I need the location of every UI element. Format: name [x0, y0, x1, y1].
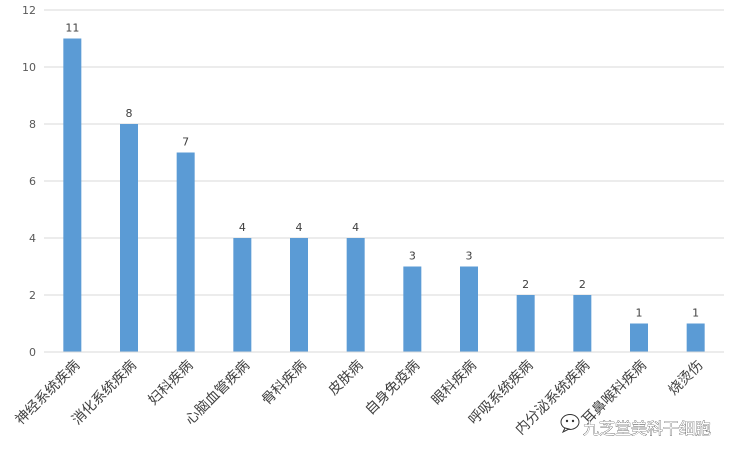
data-label: 8 [126, 107, 133, 120]
data-label: 3 [466, 250, 473, 263]
data-label: 1 [692, 307, 699, 320]
bar [516, 295, 535, 352]
y-tick-label: 12 [22, 4, 36, 17]
bar [63, 38, 82, 352]
bar [290, 238, 308, 352]
watermark-text: 九芝堂美科干细胞 [583, 419, 711, 438]
data-label: 4 [239, 221, 246, 234]
data-label: 7 [182, 136, 189, 149]
data-label: 2 [579, 278, 586, 291]
bar [460, 266, 478, 352]
grid-lines [44, 9, 724, 296]
watermark: 九芝堂美科干细胞 [560, 414, 711, 438]
y-tick-label: 8 [29, 118, 36, 131]
bar [686, 323, 705, 352]
data-label: 11 [65, 22, 79, 35]
x-tick-label: 皮肤病 [325, 358, 366, 399]
data-label: 4 [296, 221, 303, 234]
x-tick-label: 妇科疾病 [145, 357, 197, 409]
y-tick-label: 0 [29, 346, 36, 359]
data-label: 4 [352, 221, 359, 234]
bars [63, 38, 705, 352]
x-tick-label: 烧烫伤 [665, 358, 706, 399]
y-tick-label: 2 [29, 289, 36, 302]
bar [346, 238, 365, 352]
data-label: 3 [409, 250, 416, 263]
bar [630, 323, 648, 352]
bar [176, 152, 195, 352]
y-axis-ticks: 0 2 4 6 8 10 12 [22, 4, 36, 359]
bar [120, 124, 138, 352]
x-tick-label: 眼科疾病 [429, 358, 480, 409]
data-label: 1 [636, 307, 643, 320]
bar [573, 295, 592, 352]
x-tick-label: 自身免疫病 [362, 358, 423, 419]
bar [233, 238, 252, 352]
bar [403, 266, 422, 352]
data-label: 2 [522, 278, 529, 291]
x-tick-label: 骨科疾病 [259, 358, 310, 409]
y-tick-label: 6 [29, 175, 36, 188]
y-tick-label: 4 [29, 232, 36, 245]
wechat-bubble-icon [560, 414, 580, 434]
y-tick-label: 10 [22, 61, 36, 74]
